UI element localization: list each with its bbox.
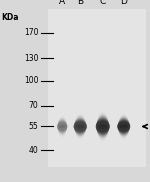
Ellipse shape — [57, 120, 67, 133]
Ellipse shape — [117, 121, 130, 132]
Ellipse shape — [117, 119, 130, 134]
Ellipse shape — [74, 118, 86, 135]
Ellipse shape — [57, 122, 68, 131]
Bar — [48, 9, 146, 167]
Ellipse shape — [74, 120, 87, 133]
Ellipse shape — [74, 119, 87, 134]
Ellipse shape — [117, 120, 130, 133]
Ellipse shape — [118, 117, 130, 136]
Ellipse shape — [74, 121, 87, 132]
Ellipse shape — [57, 121, 67, 132]
Ellipse shape — [96, 119, 110, 134]
Text: B: B — [77, 0, 83, 6]
Text: C: C — [100, 0, 106, 6]
Ellipse shape — [74, 118, 86, 135]
Ellipse shape — [59, 125, 66, 128]
Ellipse shape — [96, 116, 109, 137]
Ellipse shape — [74, 117, 86, 136]
Ellipse shape — [76, 124, 85, 129]
Ellipse shape — [96, 117, 109, 136]
Text: 40: 40 — [28, 146, 38, 155]
Ellipse shape — [57, 120, 67, 132]
Ellipse shape — [74, 119, 87, 134]
Ellipse shape — [74, 122, 87, 131]
Ellipse shape — [96, 116, 109, 137]
Text: 170: 170 — [24, 28, 38, 37]
Text: 130: 130 — [24, 54, 38, 63]
Text: D: D — [120, 0, 127, 6]
Ellipse shape — [118, 118, 130, 135]
Ellipse shape — [96, 118, 109, 135]
Ellipse shape — [96, 119, 110, 134]
Ellipse shape — [96, 118, 110, 134]
Ellipse shape — [96, 117, 109, 136]
Text: A: A — [59, 0, 65, 6]
Ellipse shape — [118, 118, 130, 135]
Text: KDa: KDa — [2, 13, 19, 22]
Ellipse shape — [57, 120, 67, 133]
Ellipse shape — [96, 120, 110, 133]
Ellipse shape — [74, 121, 87, 132]
Ellipse shape — [57, 121, 67, 132]
Ellipse shape — [57, 122, 68, 131]
Ellipse shape — [96, 118, 110, 135]
Ellipse shape — [119, 124, 128, 129]
Ellipse shape — [117, 121, 130, 132]
Text: 100: 100 — [24, 76, 38, 86]
Ellipse shape — [57, 122, 67, 131]
Ellipse shape — [74, 120, 87, 133]
Ellipse shape — [57, 119, 67, 134]
Text: 70: 70 — [28, 101, 38, 110]
Ellipse shape — [96, 121, 110, 132]
Ellipse shape — [74, 121, 87, 132]
Ellipse shape — [74, 118, 87, 135]
Ellipse shape — [117, 122, 130, 131]
Ellipse shape — [96, 120, 110, 133]
Ellipse shape — [118, 119, 130, 134]
Text: 55: 55 — [28, 122, 38, 131]
Ellipse shape — [74, 120, 87, 133]
Ellipse shape — [96, 121, 110, 132]
Ellipse shape — [98, 124, 107, 129]
Ellipse shape — [57, 121, 67, 132]
Ellipse shape — [117, 120, 130, 133]
Ellipse shape — [118, 118, 130, 135]
Ellipse shape — [117, 120, 130, 133]
Ellipse shape — [117, 121, 130, 132]
